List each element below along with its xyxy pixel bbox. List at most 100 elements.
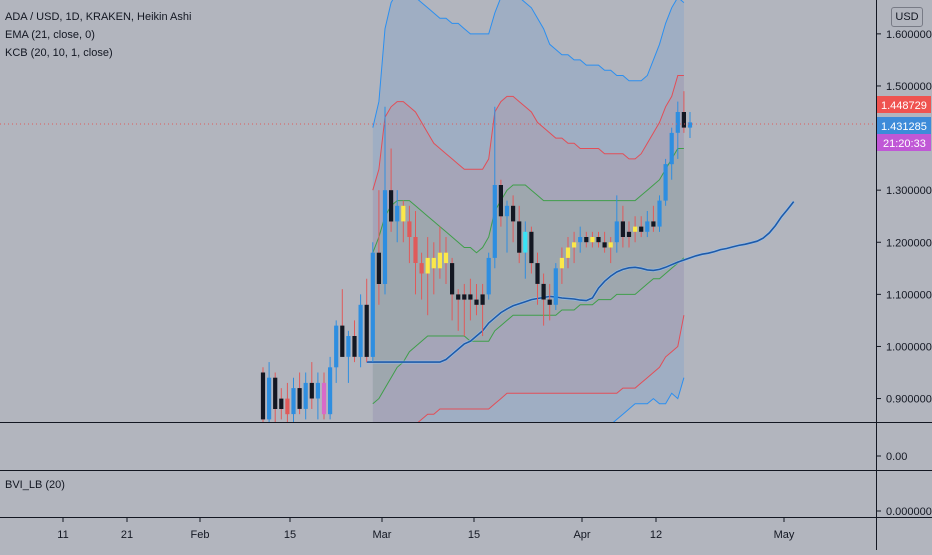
candle xyxy=(486,252,491,300)
x-tick-label: 11 xyxy=(57,529,68,541)
ema-legend[interactable]: EMA (21, close, 0) xyxy=(5,29,95,41)
candle-body xyxy=(340,325,345,357)
candle-body xyxy=(572,242,577,248)
candle-body xyxy=(504,205,510,217)
current-price-badge xyxy=(877,117,931,134)
candle xyxy=(382,106,388,295)
candle xyxy=(273,372,278,422)
candle xyxy=(456,289,461,331)
candle xyxy=(529,226,534,274)
candle-body xyxy=(297,388,302,409)
candle xyxy=(334,320,339,383)
candle xyxy=(547,283,552,321)
candle xyxy=(413,211,418,295)
candle-body xyxy=(279,398,284,409)
candle xyxy=(468,278,473,321)
candle xyxy=(267,362,272,422)
candle-body xyxy=(529,231,534,264)
y-tick-label: 1.200000 xyxy=(886,237,932,249)
candle-body xyxy=(395,205,400,222)
candle-body xyxy=(346,336,351,357)
candle-body xyxy=(645,221,650,232)
candle-body xyxy=(321,382,327,415)
y-tick-label: 1.500000 xyxy=(886,81,932,93)
candle-body xyxy=(291,388,296,415)
candle xyxy=(376,190,381,305)
time-axis[interactable]: 11 21 Feb 15 Mar 15 Apr 12 May xyxy=(57,518,795,541)
band-mid-lower xyxy=(417,315,685,422)
x-tick-label: Apr xyxy=(573,529,590,541)
candle-body xyxy=(364,304,369,357)
x-tick-label: 15 xyxy=(468,529,480,541)
candle xyxy=(559,247,564,284)
candle-body xyxy=(669,132,674,165)
symbol-legend[interactable]: ADA / USD, 1D, KRAKEN, Heikin Ashi xyxy=(5,11,192,23)
candle-body xyxy=(486,257,491,295)
candle-body xyxy=(315,382,320,399)
candle xyxy=(504,200,510,253)
current-price-badge-text: 1.431285 xyxy=(881,121,927,133)
ema-line xyxy=(366,200,795,364)
candle-body xyxy=(456,294,461,300)
candle xyxy=(346,330,351,383)
candle-body xyxy=(535,263,540,284)
candle-body xyxy=(584,237,589,243)
bvi-legend[interactable]: BVI_LB (20) xyxy=(5,479,65,491)
candle xyxy=(663,158,668,206)
candle-body xyxy=(578,237,583,243)
x-tick-label: May xyxy=(774,529,795,541)
candle-body xyxy=(480,294,485,305)
candle-body xyxy=(309,382,314,399)
candle-body xyxy=(590,237,595,243)
candle xyxy=(626,221,632,248)
band-inner-lower xyxy=(372,257,685,405)
candle-body xyxy=(273,377,278,409)
candle-body xyxy=(596,237,601,243)
candle-body xyxy=(419,263,424,274)
candle-body xyxy=(328,367,333,415)
candle xyxy=(315,372,320,420)
candle xyxy=(352,320,357,363)
candle xyxy=(309,362,314,409)
candle-body xyxy=(498,185,503,217)
candle-body xyxy=(407,221,412,237)
x-tick-label: 12 xyxy=(650,529,662,541)
candle-body xyxy=(413,237,418,263)
candle xyxy=(358,294,363,368)
x-tick-label: 15 xyxy=(284,529,296,541)
candle-body xyxy=(523,231,528,253)
candle-body xyxy=(663,164,668,201)
candle-body xyxy=(553,268,558,305)
candle xyxy=(572,231,577,264)
candle xyxy=(517,205,522,264)
candle xyxy=(474,283,479,316)
band-outer-upper xyxy=(372,0,685,128)
candle xyxy=(340,289,345,357)
candle-body xyxy=(443,252,449,264)
y-tick-label: 1.300000 xyxy=(886,185,932,197)
candle xyxy=(498,179,503,227)
candle xyxy=(291,377,296,422)
candle xyxy=(639,216,644,238)
candle-body xyxy=(425,257,430,274)
candle-body xyxy=(541,283,546,300)
candle xyxy=(389,148,394,232)
outer-band-fill xyxy=(372,0,684,422)
candle-body xyxy=(559,257,564,269)
countdown-badge xyxy=(877,134,931,151)
y-tick-label: 1.100000 xyxy=(886,289,932,301)
candle xyxy=(364,278,369,363)
candle xyxy=(431,242,436,295)
candle xyxy=(620,205,625,248)
candle xyxy=(578,226,583,253)
candle-body xyxy=(517,221,522,253)
currency-button[interactable]: USD xyxy=(891,7,923,27)
candle-body xyxy=(602,242,607,248)
y-tick-label: 1.000000 xyxy=(886,341,932,353)
candle xyxy=(492,106,497,269)
kcb-legend[interactable]: KCB (20, 10, 1, close) xyxy=(5,47,113,59)
candle-body xyxy=(639,226,644,232)
